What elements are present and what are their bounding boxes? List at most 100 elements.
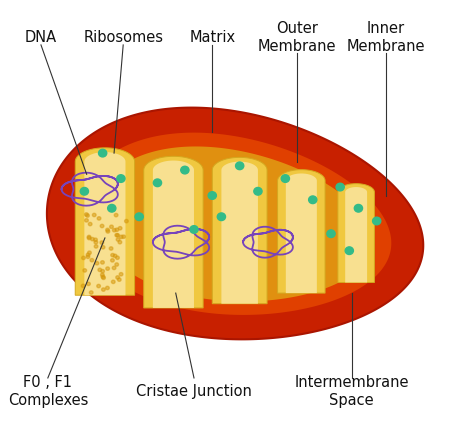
Circle shape (125, 220, 128, 223)
Circle shape (86, 256, 90, 259)
Polygon shape (153, 161, 194, 308)
Circle shape (116, 276, 119, 279)
Circle shape (110, 259, 114, 262)
Circle shape (100, 273, 104, 277)
Text: Matrix: Matrix (189, 30, 235, 45)
Polygon shape (75, 149, 135, 296)
Circle shape (94, 245, 98, 248)
Circle shape (111, 254, 114, 257)
Text: Outer
Membrane: Outer Membrane (257, 21, 336, 54)
Circle shape (114, 214, 118, 217)
Circle shape (106, 229, 109, 232)
Circle shape (90, 291, 93, 294)
Circle shape (99, 150, 107, 158)
Circle shape (102, 276, 105, 280)
Circle shape (135, 213, 143, 221)
Circle shape (106, 267, 109, 271)
Polygon shape (345, 187, 367, 283)
Circle shape (116, 238, 120, 242)
Circle shape (115, 228, 118, 232)
Circle shape (97, 217, 101, 221)
Circle shape (113, 255, 117, 258)
Polygon shape (286, 174, 317, 294)
Circle shape (101, 276, 105, 279)
Polygon shape (212, 158, 267, 304)
Circle shape (84, 213, 88, 217)
Circle shape (254, 188, 262, 196)
Circle shape (281, 176, 290, 183)
Circle shape (91, 238, 94, 241)
Circle shape (354, 205, 363, 213)
Text: Intermembrane
Space: Intermembrane Space (294, 374, 409, 407)
Circle shape (100, 261, 104, 265)
Polygon shape (76, 133, 392, 315)
Circle shape (100, 225, 104, 228)
Circle shape (345, 247, 354, 255)
Circle shape (86, 214, 89, 218)
Circle shape (119, 273, 123, 276)
Circle shape (92, 214, 96, 217)
Circle shape (83, 269, 87, 273)
Circle shape (94, 239, 97, 242)
Circle shape (122, 236, 126, 239)
Circle shape (101, 270, 104, 273)
Circle shape (154, 180, 162, 187)
Circle shape (373, 218, 381, 225)
Circle shape (116, 234, 119, 237)
Circle shape (118, 278, 121, 282)
Text: F0 , F1
Complexes: F0 , F1 Complexes (8, 374, 88, 407)
Circle shape (86, 253, 90, 257)
Polygon shape (144, 157, 203, 308)
Circle shape (82, 285, 85, 288)
Polygon shape (93, 147, 372, 302)
Text: DNA: DNA (25, 30, 57, 45)
Text: Cristae Junction: Cristae Junction (136, 383, 252, 398)
Circle shape (217, 213, 226, 221)
Circle shape (87, 282, 91, 286)
Circle shape (115, 263, 118, 267)
Circle shape (87, 236, 91, 239)
Circle shape (88, 251, 91, 255)
Circle shape (309, 196, 317, 204)
Circle shape (327, 230, 335, 238)
Circle shape (112, 229, 116, 232)
Circle shape (85, 219, 88, 222)
Circle shape (109, 247, 113, 250)
Circle shape (112, 267, 116, 270)
Circle shape (94, 241, 98, 245)
Circle shape (101, 246, 105, 249)
Circle shape (115, 234, 118, 237)
Circle shape (101, 288, 105, 291)
Circle shape (236, 163, 244, 170)
Circle shape (106, 230, 110, 233)
Circle shape (118, 227, 122, 230)
Polygon shape (278, 170, 325, 294)
Circle shape (90, 259, 94, 262)
Circle shape (95, 262, 99, 265)
Circle shape (111, 280, 115, 284)
Circle shape (80, 188, 89, 196)
Circle shape (336, 184, 344, 191)
Circle shape (108, 205, 116, 213)
Circle shape (100, 241, 104, 245)
Circle shape (118, 241, 122, 245)
Circle shape (87, 237, 91, 240)
Circle shape (181, 167, 189, 175)
Circle shape (88, 223, 92, 226)
Polygon shape (338, 184, 374, 283)
Circle shape (208, 192, 216, 200)
Circle shape (98, 268, 101, 272)
Text: Ribosomes: Ribosomes (83, 30, 163, 45)
Circle shape (97, 285, 100, 288)
Circle shape (106, 287, 109, 290)
Circle shape (190, 226, 198, 234)
Circle shape (109, 225, 113, 229)
Polygon shape (84, 153, 126, 296)
Polygon shape (221, 162, 258, 304)
Polygon shape (47, 108, 423, 340)
Circle shape (119, 236, 123, 239)
Circle shape (116, 256, 119, 260)
Circle shape (82, 256, 85, 260)
Circle shape (117, 176, 125, 183)
Text: Inner
Membrane: Inner Membrane (346, 21, 425, 54)
